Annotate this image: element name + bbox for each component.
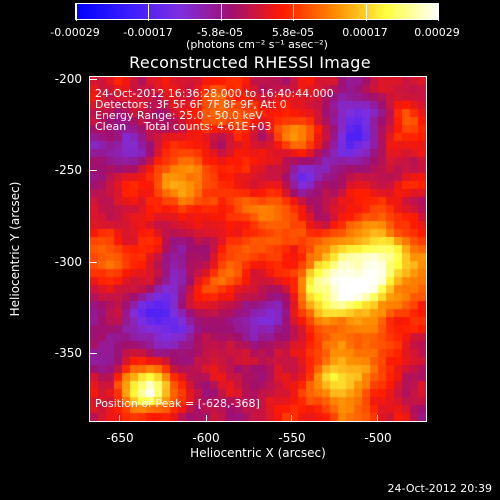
colorbar-label: 5.8e-05 — [271, 26, 315, 39]
x-tick-label: -650 — [106, 431, 134, 445]
colorbar-label: 0.00017 — [342, 26, 388, 39]
y-tick-label: -250 — [54, 163, 82, 177]
energy-range-label: Energy Range: 25.0 - 50.0 keV — [95, 109, 263, 122]
detectors-label: Detectors: 3F 5F 6F 7F 8F 9F, Att 0 — [95, 98, 287, 111]
colorbar-tick — [148, 4, 149, 21]
x-tick — [291, 415, 292, 422]
y-tick-label: -350 — [54, 346, 82, 360]
x-axis-title: Heliocentric X (arcsec) — [190, 446, 326, 460]
heatmap-image — [90, 77, 426, 421]
y-tick-label: -200 — [54, 72, 82, 86]
plot-title: Reconstructed RHESSI Image — [129, 53, 371, 72]
colorbar — [75, 3, 439, 21]
colorbar-tick — [76, 4, 77, 21]
colorbar-units: (photons cm⁻² s⁻¹ asec⁻²) — [186, 38, 328, 51]
y-axis-title: Heliocentric Y (arcsec) — [8, 181, 22, 317]
y-tick — [90, 262, 97, 263]
colorbar-tick — [438, 4, 439, 21]
colorbar-label: -0.00029 — [50, 26, 100, 39]
counts-label: Clean Total counts: 4.61E+03 — [95, 120, 272, 133]
x-tick — [119, 415, 120, 422]
y-tick — [90, 353, 97, 354]
x-tick — [206, 415, 207, 422]
x-tick-label: -600 — [192, 431, 220, 445]
colorbar-label: -0.00017 — [123, 26, 173, 39]
x-tick-label: -550 — [278, 431, 306, 445]
colorbar-tick — [293, 4, 294, 21]
colorbar-tick — [221, 4, 222, 21]
colorbar-label: -5.8e-05 — [196, 26, 244, 39]
y-tick — [90, 79, 97, 80]
colorbar-label: 0.00029 — [414, 26, 460, 39]
colorbar-tick — [366, 4, 367, 21]
x-tick-label: -500 — [364, 431, 392, 445]
timestamp: 24-Oct-2012 20:39 — [387, 482, 492, 495]
image-plot: 24-Oct-2012 16:36:28.000 to 16:40:44.000… — [89, 76, 427, 422]
time-range-label: 24-Oct-2012 16:36:28.000 to 16:40:44.000 — [95, 87, 334, 100]
x-tick — [377, 415, 378, 422]
y-tick — [90, 170, 97, 171]
y-tick-label: -300 — [54, 255, 82, 269]
peak-position-label: Position of Peak = [-628,-368] — [95, 397, 260, 410]
